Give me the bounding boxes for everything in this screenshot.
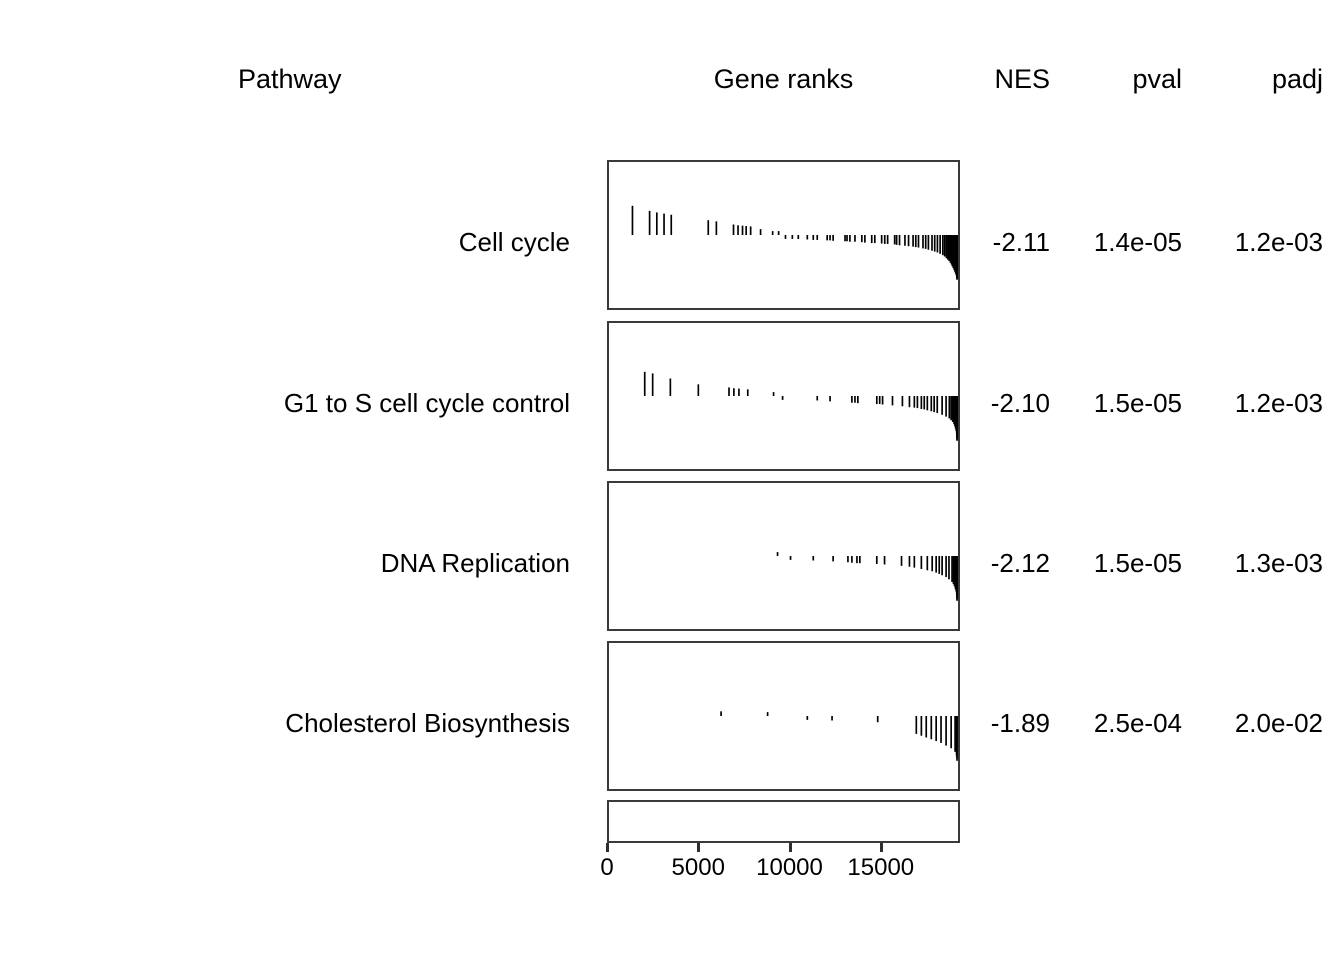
gene-ranks-plot: [607, 641, 960, 791]
x-axis-tick-label: 5000: [671, 854, 725, 881]
column-header-gene-ranks: Gene ranks: [713, 64, 854, 94]
x-axis-tick-label: 0: [600, 854, 614, 881]
column-header-padj: padj: [1271, 64, 1323, 94]
x-axis-box: [607, 800, 960, 843]
gene-ranks-plot: [607, 481, 960, 631]
pval-value: 1.5e-05: [1093, 548, 1182, 578]
gene-ranks-plot: [607, 321, 960, 471]
column-header-pathway: Pathway: [238, 64, 342, 94]
nes-value: -1.89: [990, 708, 1050, 738]
padj-value: 1.3e-03: [1234, 548, 1323, 578]
x-axis-tick-mark: [697, 843, 701, 852]
pval-value: 1.4e-05: [1093, 227, 1182, 257]
x-axis-tick-label: 15000: [847, 854, 915, 881]
pathway-label: G1 to S cell cycle control: [283, 388, 570, 418]
pval-value: 2.5e-04: [1093, 708, 1182, 738]
x-axis-tick-mark: [606, 843, 609, 852]
x-axis-tick-mark: [788, 843, 792, 852]
x-axis-tick-mark: [879, 843, 883, 852]
padj-value: 1.2e-03: [1234, 388, 1323, 418]
padj-value: 2.0e-02: [1234, 708, 1323, 738]
pathway-label: DNA Replication: [380, 548, 570, 578]
nes-value: -2.12: [990, 548, 1050, 578]
pathway-label: Cell cycle: [458, 227, 570, 257]
pval-value: 1.5e-05: [1093, 388, 1182, 418]
gene-ranks-plot: [607, 160, 960, 310]
column-header-nes: NES: [994, 64, 1050, 94]
nes-value: -2.11: [992, 227, 1050, 257]
x-axis-tick-label: 10000: [756, 854, 823, 881]
column-header-pval: pval: [1132, 64, 1182, 94]
pathway-label: Cholesterol Biosynthesis: [285, 708, 570, 738]
nes-value: -2.10: [990, 388, 1050, 418]
padj-value: 1.2e-03: [1234, 227, 1323, 257]
